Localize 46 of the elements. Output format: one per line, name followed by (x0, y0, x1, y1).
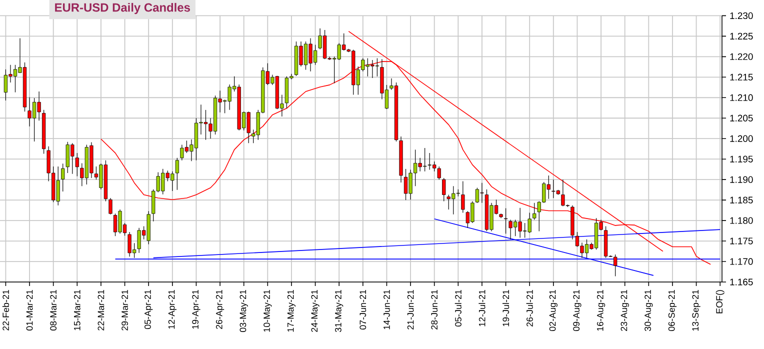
y-tick-label: 1.190 (730, 176, 753, 183)
x-tick-label: 13-Sep-21 (692, 290, 700, 331)
x-tick-label: 05-Apr-21 (144, 290, 153, 330)
x-tick-label: 03-May-21 (240, 290, 248, 332)
x-tick-label: 24-May-21 (311, 290, 320, 332)
x-tick-label: 12-Apr-21 (168, 290, 176, 329)
x-tick-label: 30-Aug-21 (644, 290, 653, 332)
y-tick-label: 1.185 (730, 196, 753, 204)
x-tick-label: EOF() (716, 290, 724, 314)
y-tick-label: 1.215 (730, 74, 753, 81)
x-tick-label: 26-Apr-21 (216, 290, 224, 329)
x-tick-label: 29-Mar-21 (122, 290, 128, 330)
x-tick-label: 31-May-21 (335, 290, 344, 332)
y-tick-label: 1.205 (730, 114, 753, 122)
x-tick-label: 02-Aug-21 (549, 290, 558, 332)
x-tick-label: 05-Jul-21 (454, 290, 462, 327)
x-tick-label: 21-Jun-21 (407, 290, 414, 330)
x-tick-label: 17-May-21 (287, 290, 296, 332)
x-tick-label: 01-Mar-21 (26, 290, 33, 331)
x-tick-label: 26-Jul-21 (526, 290, 533, 326)
y-tick-label: 1.170 (730, 258, 753, 265)
x-tick-label: 07-Jun-21 (360, 290, 366, 330)
x-tick-label: 28-Jun-21 (431, 290, 438, 330)
x-tick-label: 19-Apr-21 (192, 290, 200, 329)
x-tick-label: 06-Sep-21 (668, 290, 677, 332)
y-tick-label: 1.180 (730, 217, 753, 224)
y-tick-label: 1.210 (730, 94, 753, 101)
x-tick-label: 08-Mar-21 (50, 290, 57, 331)
y-tick-label: 1.165 (730, 278, 753, 286)
x-tick-label: 23-Aug-21 (620, 290, 629, 331)
x-tick-label: 15-Mar-21 (74, 290, 80, 330)
x-tick-label: 22-Mar-21 (98, 290, 104, 330)
y-tick-label: 1.225 (730, 32, 753, 40)
x-tick-label: 14-Jun-21 (384, 290, 390, 330)
y-tick-label: 1.220 (730, 53, 753, 60)
x-tick-label: 12-Jul-21 (478, 290, 486, 326)
y-tick-label: 1.195 (730, 156, 753, 162)
chart-title: EUR-USD Daily Candles (55, 2, 190, 14)
x-tick-label: 22-Feb-21 (2, 290, 10, 330)
y-tick-label: 1.200 (730, 135, 753, 142)
y-tick-label: 1.230 (730, 12, 753, 20)
x-tick-label: 09-Aug-21 (573, 290, 582, 332)
x-tick-label: 19-Jul-21 (502, 290, 510, 326)
y-tick-label: 1.175 (730, 238, 753, 244)
x-tick-label: 16-Aug-21 (596, 290, 606, 331)
x-tick-label: 10-May-21 (264, 290, 272, 332)
